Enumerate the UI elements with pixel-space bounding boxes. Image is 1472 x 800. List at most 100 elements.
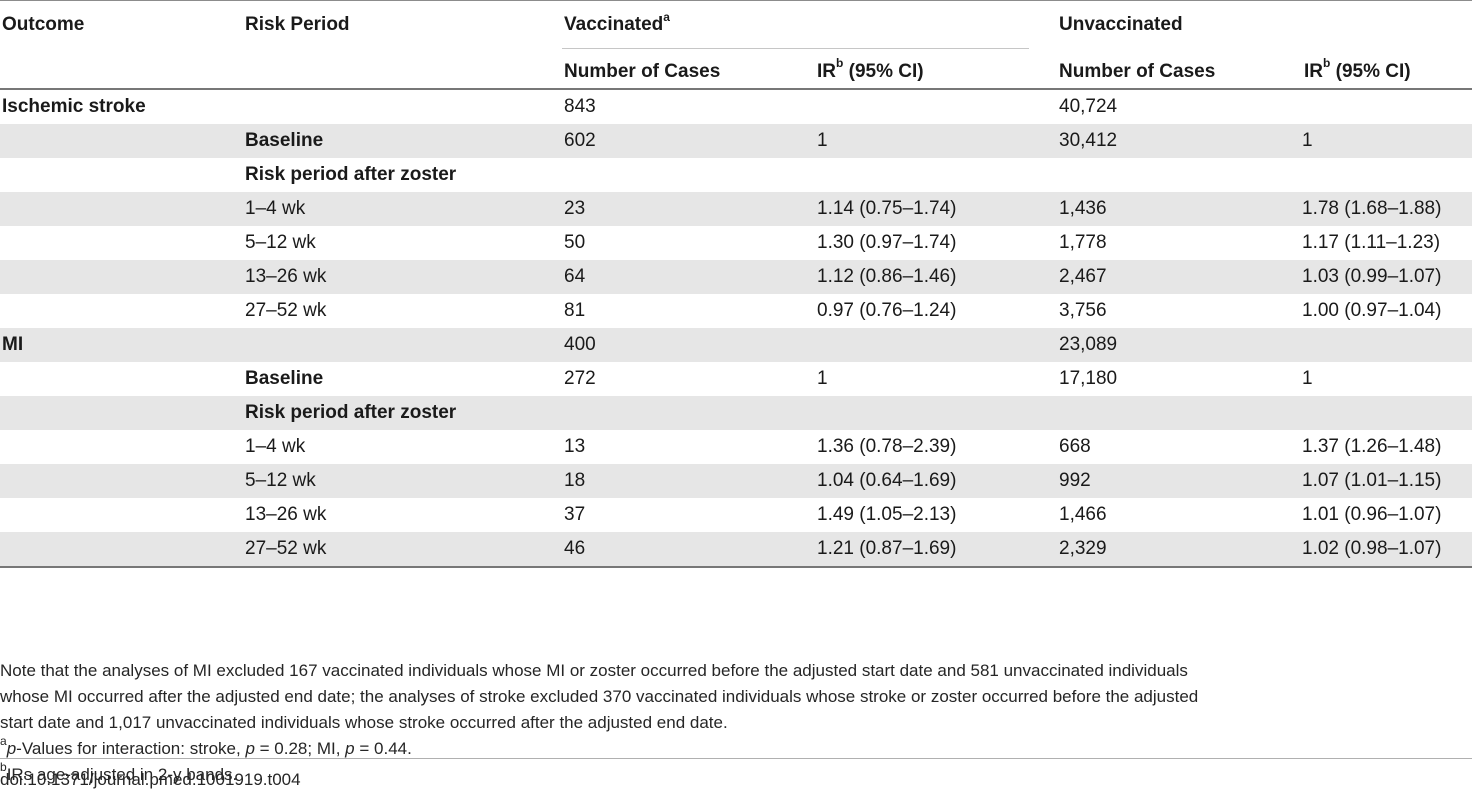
cell-period (243, 327, 562, 362)
doi-divider (0, 758, 1472, 759)
cell-period: 27–52 wk (243, 531, 562, 568)
footnote-a-label: a (0, 734, 7, 749)
cell-outcome: MI (0, 327, 243, 362)
cell-vac-ir: 1 (817, 367, 828, 389)
cell-vac-ir: 1.30 (0.97–1.74) (817, 231, 957, 253)
footnote-b-marker: b (1323, 56, 1331, 71)
cell-unvac-ir: 1.37 (1.26–1.48) (1302, 435, 1442, 457)
header-empty-1 (0, 49, 243, 89)
cell-unvac-cases: 17,180 (1059, 367, 1118, 389)
cell-unvac-cases (1057, 158, 1302, 192)
cell-vac-ir (815, 158, 1057, 192)
cell-outcome (0, 191, 243, 226)
cell-outcome (0, 123, 243, 158)
cell-vac-ir: 1.49 (1.05–2.13) (817, 503, 957, 525)
cell-vac-cases: 272 (564, 367, 596, 389)
table-body: Ischemic stroke 843 40,724 Baseline 602 … (0, 89, 1472, 568)
cell-vac-ir (815, 89, 1057, 124)
cell-period: 13–26 wk (243, 259, 562, 294)
cell-outcome (0, 531, 243, 568)
results-table: Outcome Risk Period Vaccinateda Unvaccin… (0, 0, 1472, 568)
cell-vac-cases: 37 (564, 503, 586, 525)
cell-vac-cases: 50 (564, 231, 586, 253)
header-unvaccinated: Unvaccinated (1059, 14, 1183, 35)
cell-period: 1–4 wk (243, 191, 562, 226)
table-row: Risk period after zoster (0, 158, 1472, 192)
cell-outcome (0, 395, 243, 430)
cell-unvac-ir (1302, 89, 1472, 124)
cell-unvac-cases: 2,467 (1057, 259, 1302, 294)
cell-period: 13–26 wk (245, 503, 327, 525)
cell-vac-cases: 64 (562, 259, 815, 294)
table-row: 1–4 wk 13 1.36 (0.78–2.39) 668 1.37 (1.2… (0, 430, 1472, 464)
header-risk-period: Risk Period (245, 14, 350, 35)
cell-outcome (0, 430, 243, 464)
cell-vac-cases: 23 (562, 191, 815, 226)
cell-vac-cases (562, 158, 815, 192)
cell-unvac-ir: 1.07 (1.01–1.15) (1302, 463, 1472, 498)
cell-unvac-cases: 40,724 (1059, 95, 1118, 117)
header-unvac-cases: Number of Cases (1059, 60, 1216, 82)
cell-unvac-ir (1302, 395, 1472, 430)
cell-vac-ir (815, 395, 1057, 430)
header-unvac-ir: IRb (95% CI) (1304, 56, 1411, 82)
cell-unvac-cases: 668 (1059, 435, 1091, 457)
table-row: MI 400 23,089 (0, 327, 1472, 362)
cell-unvac-ir: 1.78 (1.68–1.88) (1302, 191, 1472, 226)
footnote-a: ap-Values for interaction: stroke, p = 0… (0, 734, 412, 758)
table-row: 27–52 wk 46 1.21 (0.87–1.69) 2,329 1.02 … (0, 531, 1472, 568)
cell-period: 1–4 wk (245, 435, 306, 457)
cell-vac-ir: 1.14 (0.75–1.74) (815, 191, 1057, 226)
header-vac-ir: IRb (95% CI) (817, 56, 924, 82)
header-row-2: Number of Cases IRb (95% CI) Number of C… (0, 49, 1472, 89)
cell-unvac-ir: 1.03 (0.99–1.07) (1302, 259, 1472, 294)
header-vac-cases: Number of Cases (564, 60, 721, 82)
cell-unvac-ir: 1.02 (0.98–1.07) (1302, 531, 1472, 568)
footnote-b-label: b (0, 760, 7, 775)
cell-vac-cases: 602 (562, 123, 815, 158)
cell-outcome (0, 463, 243, 498)
header-empty-2 (243, 49, 562, 89)
cell-outcome (0, 498, 243, 532)
cell-unvac-cases: 2,329 (1057, 531, 1302, 568)
table-row: 5–12 wk 18 1.04 (0.64–1.69) 992 1.07 (1.… (0, 463, 1472, 498)
cell-outcome: Ischemic stroke (2, 95, 146, 117)
cell-unvac-cases (1057, 395, 1302, 430)
cell-vac-cases: 843 (564, 95, 596, 117)
cell-unvac-cases: 23,089 (1057, 327, 1302, 362)
cell-unvac-ir (1302, 327, 1472, 362)
footnote-b-marker: b (836, 56, 844, 71)
cell-unvac-ir: 1 (1302, 367, 1313, 389)
table-row: Baseline 272 1 17,180 1 (0, 362, 1472, 396)
cell-unvac-cases: 1,436 (1057, 191, 1302, 226)
cell-period (243, 89, 562, 124)
cell-unvac-cases: 30,412 (1057, 123, 1302, 158)
cell-period: Baseline (245, 367, 324, 389)
cell-vac-ir: 1.04 (0.64–1.69) (815, 463, 1057, 498)
table-row: 27–52 wk 81 0.97 (0.76–1.24) 3,756 1.00 … (0, 294, 1472, 328)
cell-unvac-ir (1302, 158, 1472, 192)
header-row-1: Outcome Risk Period Vaccinateda Unvaccin… (0, 0, 1472, 49)
cell-vac-cases (562, 395, 815, 430)
cell-vac-ir: 1.12 (0.86–1.46) (815, 259, 1057, 294)
cell-period: 5–12 wk (245, 231, 316, 253)
table-row: Ischemic stroke 843 40,724 (0, 89, 1472, 124)
cell-unvac-cases: 1,778 (1059, 231, 1107, 253)
cell-period: 5–12 wk (243, 463, 562, 498)
cell-unvac-ir: 1 (1302, 123, 1472, 158)
cell-outcome (0, 294, 243, 328)
table-row: 13–26 wk 64 1.12 (0.86–1.46) 2,467 1.03 … (0, 259, 1472, 294)
cell-outcome (0, 259, 243, 294)
footnote-a-marker: a (663, 9, 670, 24)
cell-vac-ir: 0.97 (0.76–1.24) (817, 299, 957, 321)
cell-period: Risk period after zoster (243, 395, 562, 430)
header-outcome: Outcome (2, 14, 85, 35)
doi-link[interactable]: doi:10.1371/journal.pmed.1001919.t004 (0, 770, 301, 789)
table-row: 1–4 wk 23 1.14 (0.75–1.74) 1,436 1.78 (1… (0, 191, 1472, 226)
table-row: Risk period after zoster (0, 395, 1472, 430)
cell-vac-cases: 18 (562, 463, 815, 498)
table-notes: Note that the analyses of MI excluded 16… (0, 658, 1472, 788)
cell-vac-cases: 400 (562, 327, 815, 362)
table-row: 13–26 wk 37 1.49 (1.05–2.13) 1,466 1.01 … (0, 498, 1472, 532)
cell-vac-cases: 46 (562, 531, 815, 568)
